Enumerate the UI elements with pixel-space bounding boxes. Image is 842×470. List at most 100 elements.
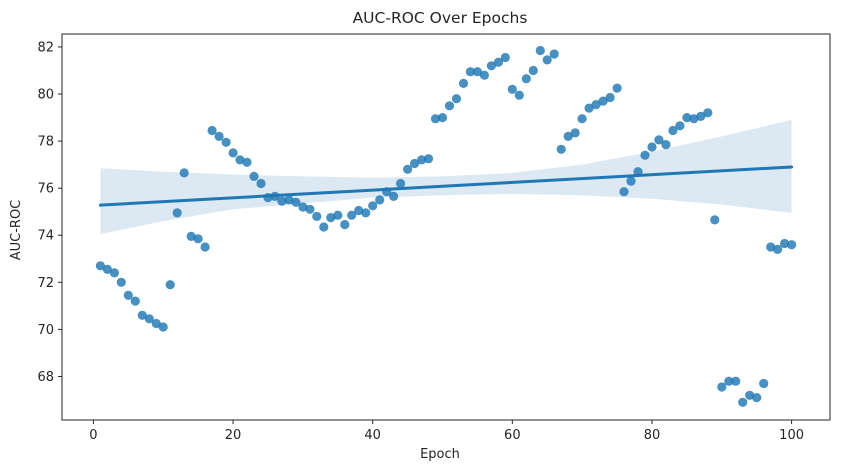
data-point xyxy=(417,155,427,165)
data-point xyxy=(724,376,734,386)
data-point xyxy=(396,178,406,189)
data-point xyxy=(451,94,462,104)
y-tick-label: 78 xyxy=(37,135,54,150)
data-point xyxy=(759,378,769,389)
data-point xyxy=(354,205,364,216)
data-point xyxy=(284,195,294,205)
data-point xyxy=(165,280,175,290)
x-tick-label: 60 xyxy=(504,428,521,443)
data-point xyxy=(528,65,538,76)
y-axis-label: AUC-ROC xyxy=(9,200,24,261)
data-point xyxy=(682,113,692,123)
regression-line xyxy=(98,165,794,207)
data-point xyxy=(717,382,727,392)
data-point xyxy=(591,100,601,110)
data-point xyxy=(766,242,776,252)
data-point xyxy=(179,168,189,178)
data-point xyxy=(347,210,357,220)
data-point xyxy=(200,242,210,252)
data-point xyxy=(256,178,266,189)
data-point xyxy=(619,187,629,197)
data-point xyxy=(479,70,489,80)
y-axis: 68 70 72 74 76 78 80 82 xyxy=(37,40,62,385)
data-point xyxy=(500,52,510,63)
y-tick-label: 80 xyxy=(37,88,54,103)
data-point xyxy=(493,57,503,67)
data-point xyxy=(375,195,385,205)
data-point xyxy=(312,211,322,221)
data-point xyxy=(556,144,566,154)
data-point xyxy=(228,148,238,158)
data-point xyxy=(95,261,105,271)
data-point xyxy=(298,202,308,212)
data-point xyxy=(207,125,217,136)
data-point xyxy=(423,154,434,164)
data-point xyxy=(340,220,350,230)
data-point xyxy=(151,318,161,329)
data-point xyxy=(745,390,755,400)
data-point xyxy=(193,234,203,244)
confidence-band xyxy=(100,119,792,235)
data-point xyxy=(158,322,168,332)
x-axis: 0 20 40 60 80 100 xyxy=(89,420,804,443)
y-tick-label: 72 xyxy=(37,276,54,291)
data-point xyxy=(612,83,622,93)
x-axis-label: Epoch xyxy=(420,447,460,462)
data-point xyxy=(626,176,636,186)
data-point xyxy=(577,114,587,124)
data-point xyxy=(605,92,615,103)
data-point xyxy=(731,376,741,386)
data-point xyxy=(319,222,329,232)
data-point xyxy=(326,213,336,223)
data-point xyxy=(514,90,524,100)
data-point xyxy=(249,171,259,181)
data-point xyxy=(598,96,608,106)
data-point xyxy=(752,393,762,403)
y-tick-label: 74 xyxy=(37,229,54,244)
data-point xyxy=(144,314,154,324)
data-point xyxy=(291,197,301,207)
data-point xyxy=(773,244,783,254)
data-point xyxy=(640,150,650,160)
data-point xyxy=(703,108,713,118)
x-tick-label: 100 xyxy=(779,428,804,443)
data-point xyxy=(738,397,748,407)
data-point xyxy=(214,131,224,141)
data-point xyxy=(570,128,580,138)
plot-area xyxy=(61,33,831,421)
data-point xyxy=(647,142,657,152)
data-point xyxy=(277,196,287,206)
data-point xyxy=(507,84,517,94)
data-point xyxy=(437,113,448,123)
data-point xyxy=(221,137,231,147)
data-point xyxy=(521,74,531,84)
data-point xyxy=(430,114,441,124)
data-point xyxy=(123,290,133,300)
data-point xyxy=(696,111,706,121)
data-point xyxy=(486,61,496,71)
data-point xyxy=(549,49,559,59)
y-tick-label: 70 xyxy=(37,323,54,338)
x-tick-label: 20 xyxy=(225,428,242,443)
data-point xyxy=(235,155,245,165)
data-point xyxy=(368,201,378,211)
data-point xyxy=(305,204,315,214)
data-point xyxy=(542,55,552,65)
data-point xyxy=(458,78,469,88)
data-point xyxy=(186,231,196,241)
data-point xyxy=(661,140,671,150)
y-tick-label: 76 xyxy=(37,182,54,197)
data-point xyxy=(389,191,399,201)
chart-title: AUC-ROC Over Epochs xyxy=(353,9,528,27)
data-point xyxy=(410,158,420,169)
data-point xyxy=(710,215,720,225)
data-point xyxy=(654,135,664,145)
x-tick-label: 0 xyxy=(89,428,97,443)
data-point xyxy=(465,67,475,77)
data-point xyxy=(172,208,182,218)
data-point xyxy=(130,296,140,306)
plot-frame xyxy=(61,33,831,421)
data-point xyxy=(444,101,455,111)
data-point xyxy=(116,277,126,287)
